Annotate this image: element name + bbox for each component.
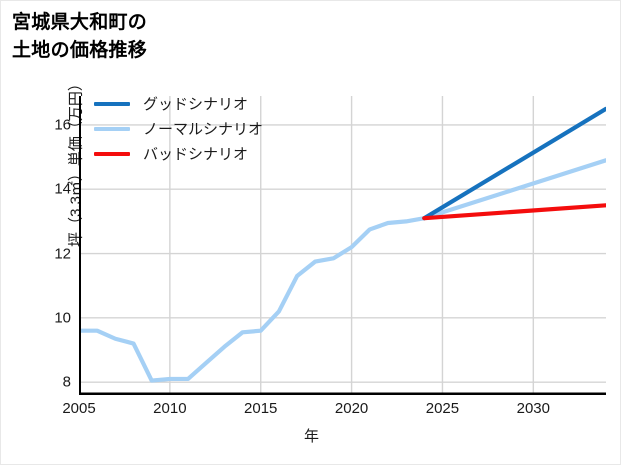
page-title: 宮城県大和町の 土地の価格推移 bbox=[12, 12, 148, 61]
x-axis-tick-label: 2005 bbox=[62, 400, 96, 417]
legend-color-swatch bbox=[94, 101, 130, 106]
legend-color-swatch bbox=[94, 151, 130, 156]
legend-item: ノーマルシナリオ bbox=[94, 116, 324, 141]
legend-item-label: バッドシナリオ bbox=[143, 146, 249, 163]
series-line bbox=[422, 203, 606, 221]
x-axis-tick-label: 2010 bbox=[153, 400, 187, 417]
x-axis-tick-label: 2025 bbox=[425, 400, 460, 417]
x-axis-tick-label: 2030 bbox=[516, 400, 550, 417]
series-line bbox=[422, 106, 606, 221]
x-axis-title: 年 bbox=[303, 428, 319, 445]
y-axis-labels: 坪（3.3㎡）単価（万円） 8 10 12 14 16 bbox=[1, 1, 84, 466]
chart-canvas bbox=[79, 96, 606, 395]
y-axis-tick-label: 10 bbox=[54, 309, 71, 327]
y-axis-tick-label: 12 bbox=[54, 245, 71, 263]
x-axis-labels: 2005 2010 2015 2020 2025 2030 bbox=[1, 400, 621, 426]
x-axis-tick-label: 2015 bbox=[244, 400, 278, 417]
x-axis-tick-label: 2020 bbox=[334, 400, 369, 417]
series-line bbox=[79, 158, 606, 383]
plot-area bbox=[79, 96, 606, 395]
legend-item: バッドシナリオ bbox=[94, 141, 324, 166]
chart-legend: グッドシナリオ ノーマルシナリオ バッドシナリオ bbox=[94, 91, 324, 166]
y-axis-tick-label: 14 bbox=[54, 180, 71, 198]
legend-item-label: ノーマルシナリオ bbox=[143, 121, 264, 138]
y-axis-tick-label: 16 bbox=[54, 116, 71, 134]
y-axis-tick-label: 8 bbox=[62, 373, 71, 391]
legend-color-swatch bbox=[94, 126, 130, 131]
legend-item: グッドシナリオ bbox=[94, 91, 324, 116]
legend-item-label: グッドシナリオ bbox=[143, 96, 249, 113]
